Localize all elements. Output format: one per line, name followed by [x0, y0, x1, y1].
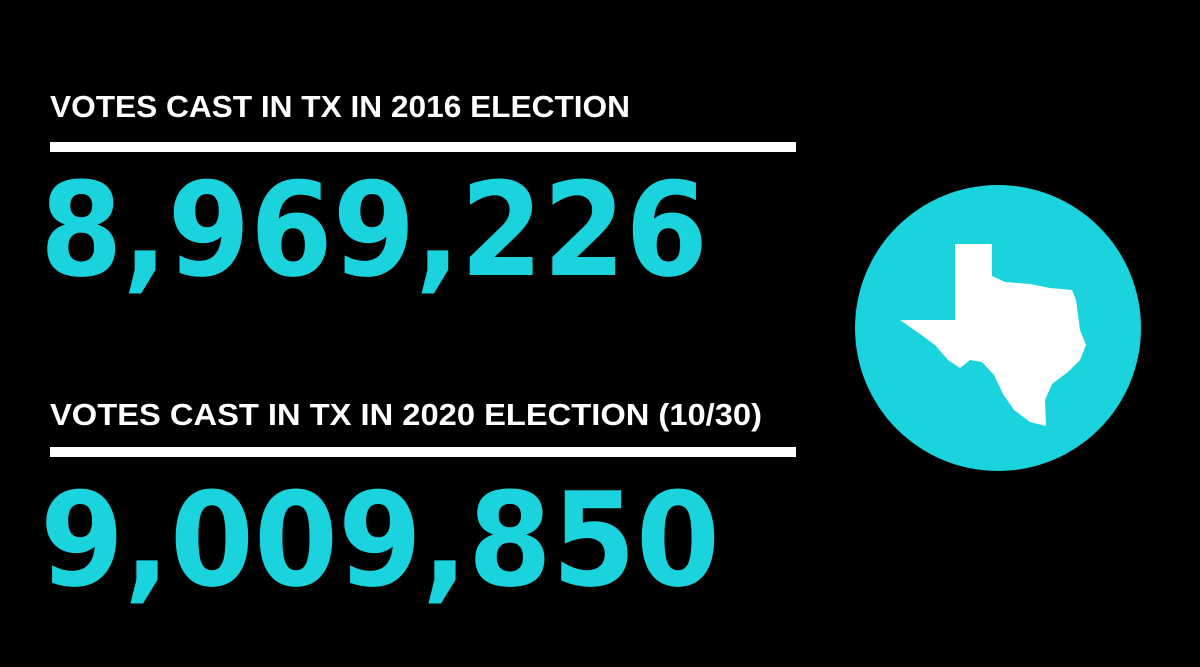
divider [50, 142, 796, 152]
divider [50, 447, 796, 457]
stat-label: VOTES CAST IN TX IN 2020 ELECTION (10/30… [50, 397, 762, 432]
stat-label: VOTES CAST IN TX IN 2016 ELECTION [50, 89, 630, 124]
stat-value: 9,009,850 [40, 464, 720, 616]
stat-value: 8,969,226 [40, 154, 708, 306]
texas-icon [900, 244, 1086, 426]
